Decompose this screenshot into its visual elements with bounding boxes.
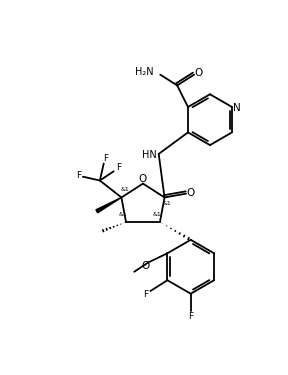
Text: &1: &1: [121, 187, 130, 192]
Text: HN: HN: [142, 150, 156, 160]
Text: &1: &1: [162, 201, 171, 206]
Text: F: F: [143, 290, 148, 299]
Text: O: O: [187, 188, 195, 198]
Text: O: O: [141, 261, 149, 271]
Polygon shape: [96, 198, 122, 213]
Text: F: F: [116, 163, 121, 172]
Text: &1: &1: [119, 212, 127, 217]
Text: &1: &1: [152, 212, 161, 217]
Text: F: F: [103, 154, 109, 164]
Text: F: F: [76, 171, 81, 180]
Text: F: F: [188, 312, 193, 321]
Text: O: O: [195, 68, 203, 78]
Text: O: O: [139, 174, 147, 184]
Text: H₂N: H₂N: [135, 68, 154, 77]
Text: N: N: [234, 103, 241, 113]
